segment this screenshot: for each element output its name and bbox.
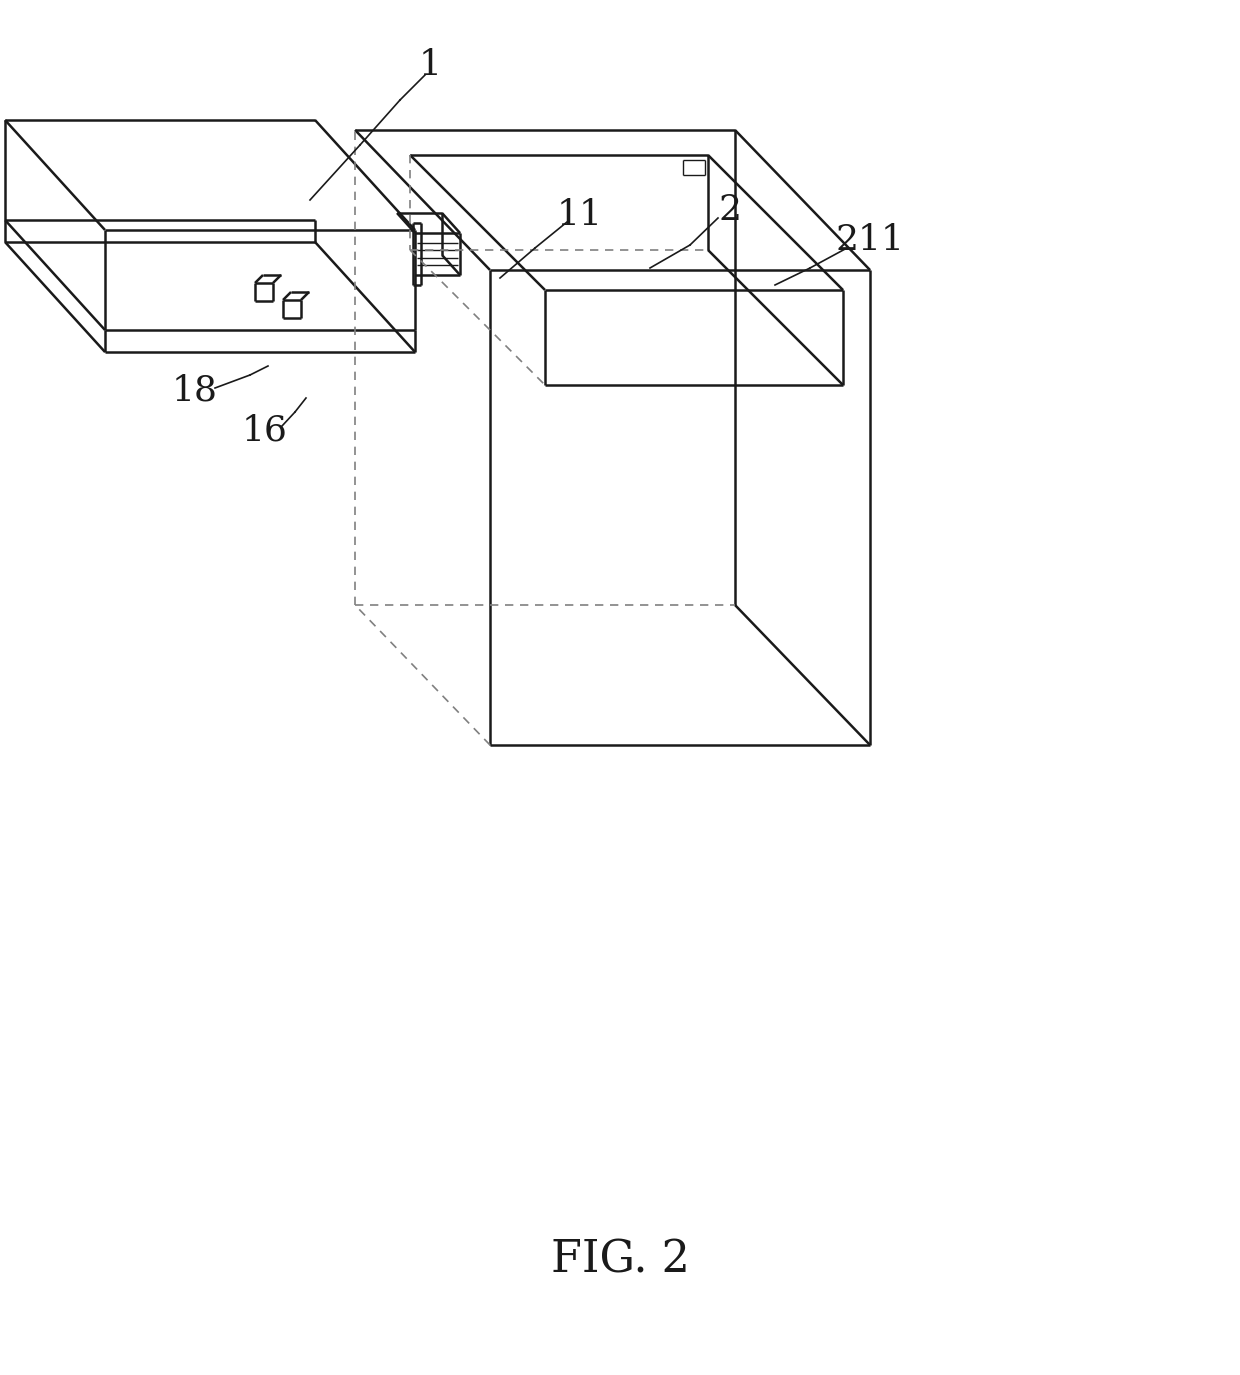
Text: 16: 16 — [242, 412, 288, 447]
Text: 18: 18 — [172, 373, 218, 407]
Text: 1: 1 — [419, 48, 441, 82]
Text: 11: 11 — [557, 198, 603, 232]
Text: 2: 2 — [718, 193, 742, 227]
Text: FIG. 2: FIG. 2 — [551, 1239, 689, 1282]
Text: 211: 211 — [836, 223, 904, 257]
